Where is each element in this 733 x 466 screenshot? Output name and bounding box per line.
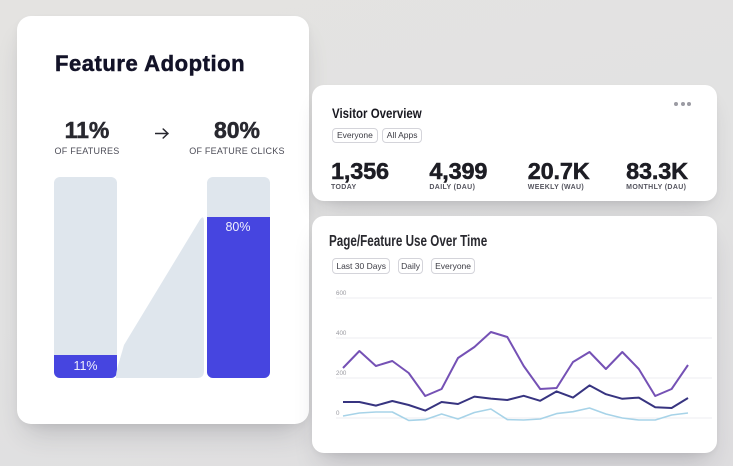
svg-text:400: 400 bbox=[336, 330, 347, 337]
svg-text:0: 0 bbox=[336, 410, 340, 417]
svg-text:600: 600 bbox=[336, 290, 347, 297]
svg-text:200: 200 bbox=[336, 370, 347, 377]
